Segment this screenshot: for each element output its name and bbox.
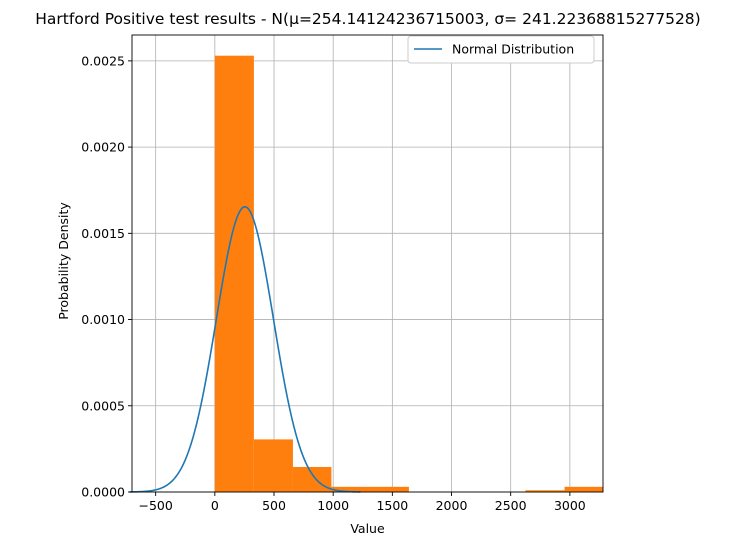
x-axis: −500 0 500 1000 1500 2000 2500 3000 bbox=[138, 492, 586, 513]
y-axis-label: Probability Density bbox=[56, 202, 71, 320]
x-tick-label: 3000 bbox=[554, 498, 586, 513]
y-tick-label: 0.0020 bbox=[81, 140, 125, 155]
x-tick-label: 1500 bbox=[376, 498, 408, 513]
x-tick-label: 2500 bbox=[495, 498, 527, 513]
legend-label-normal-distribution: Normal Distribution bbox=[452, 42, 574, 57]
histogram-bars bbox=[214, 55, 603, 493]
chart-title: Hartford Positive test results - N(μ=254… bbox=[35, 10, 700, 28]
y-tick-label: 0.0025 bbox=[81, 53, 125, 68]
histogram-bar bbox=[370, 486, 409, 492]
x-tick-label: 500 bbox=[262, 498, 286, 513]
grid bbox=[132, 35, 603, 493]
histogram-bar bbox=[292, 466, 332, 492]
y-tick-label: 0.0000 bbox=[81, 485, 125, 500]
x-axis-label: Value bbox=[350, 521, 385, 536]
legend-box bbox=[407, 35, 595, 64]
histogram-bar bbox=[214, 55, 254, 493]
histogram-bar bbox=[253, 439, 293, 492]
histogram-bar bbox=[564, 486, 603, 492]
series-line-normal-distribution bbox=[129, 205, 361, 493]
x-tick-label: −500 bbox=[138, 498, 172, 513]
x-tick-label: 1000 bbox=[317, 498, 349, 513]
y-tick-label: 0.0015 bbox=[81, 226, 125, 241]
x-tick-label: 2000 bbox=[436, 498, 468, 513]
y-tick-label: 0.0010 bbox=[81, 312, 125, 327]
histogram-bar bbox=[525, 490, 565, 492]
y-axis: 0.0000 0.0005 0.0010 0.0015 0.0020 0.0025 bbox=[81, 53, 132, 500]
legend: Normal Distribution bbox=[407, 35, 595, 64]
histogram-bar bbox=[331, 486, 371, 492]
plot-area bbox=[131, 34, 604, 493]
y-tick-label: 0.0005 bbox=[81, 398, 125, 413]
x-tick-label: 0 bbox=[211, 498, 219, 513]
